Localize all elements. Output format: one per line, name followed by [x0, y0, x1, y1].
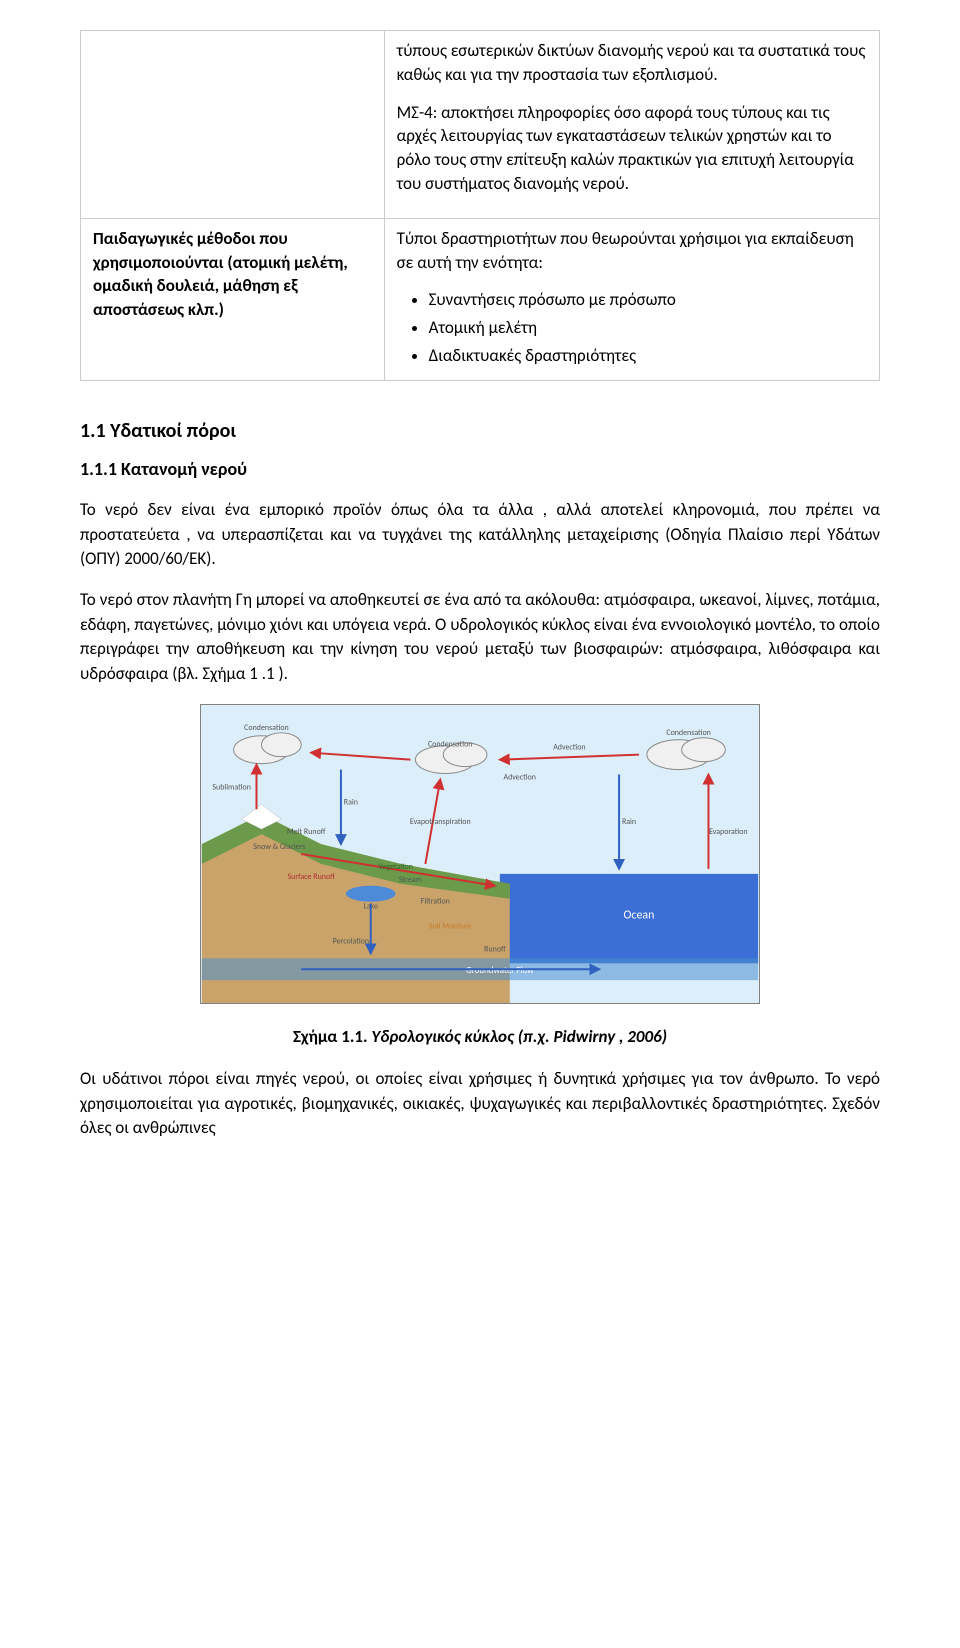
soil-label: Soil Moisture	[429, 922, 472, 932]
advection-label-2: Advection	[504, 773, 536, 783]
surface-runoff-label: Surface Runoff	[288, 872, 336, 882]
caption-rest: Υδρολογικός κύκλος (π.χ. Pidwirny , 2006…	[368, 1026, 667, 1047]
filtration-label: Filtration	[421, 897, 450, 907]
body-para-2: Το νερό στον πλανήτη Γη μπορεί να αποθηκ…	[80, 588, 880, 687]
advection-label-1: Advection	[553, 743, 585, 753]
lake	[346, 886, 396, 902]
rain-right-label: Rain	[622, 818, 636, 828]
melt-label: Melt Runoff	[287, 828, 326, 838]
vegetation-label: Vegetation	[378, 862, 413, 872]
body-para-1: Το νερό δεν είναι ένα εμπορικό προϊόν όπ…	[80, 498, 880, 572]
outcome-para-2: ΜΣ-4: αποκτήσει πληροφορίες όσο αφορά το…	[397, 101, 867, 196]
cell-left-empty	[81, 31, 385, 219]
ocean-label: Ocean	[624, 909, 655, 923]
rain-label: Rain	[344, 798, 358, 808]
methods-table: τύπους εσωτερικών δικτύων διανομής νερού…	[80, 30, 880, 381]
activities-list: Συναντήσεις πρόσωπο με πρόσωπο Ατομική μ…	[397, 288, 867, 367]
condensation-right-label: Condensation	[666, 728, 711, 738]
section-heading: 1.1 Υδατικοί πόροι	[80, 417, 880, 445]
table-row: τύπους εσωτερικών δικτύων διανομής νερού…	[81, 31, 880, 219]
subsection-heading: 1.1.1 Κατανομή νερού	[80, 457, 880, 482]
gw-label: Groundwater Flow	[466, 966, 534, 977]
cloud-right: Condensation	[647, 728, 725, 770]
cloud-left: Condensation	[234, 723, 302, 764]
list-item: Διαδικτυακές δραστηριότητες	[429, 344, 867, 368]
closing-para: Οι υδάτινοι πόροι είναι πηγές νερού, οι …	[80, 1067, 880, 1141]
cell-right-2: Τύποι δραστηριοτήτων που θεωρούνται χρήσ…	[384, 218, 879, 380]
list-item: Ατομική μελέτη	[429, 316, 867, 340]
caption-lead: Σχήμα 1.1.	[293, 1026, 368, 1047]
figure-wrap: Ocean Groundwater Flow Lake Condensation…	[80, 704, 880, 1011]
activities-intro: Τύποι δραστηριοτήτων που θεωρούνται χρήσ…	[397, 227, 867, 275]
stream-label: Stream	[399, 875, 422, 885]
list-item: Συναντήσεις πρόσωπο με πρόσωπο	[429, 288, 867, 312]
condensation-center-label: Condensation	[428, 740, 472, 750]
percolation-label: Percolation	[333, 937, 369, 947]
cell-right-1: τύπους εσωτερικών δικτύων διανομής νερού…	[384, 31, 879, 219]
snow-label: Snow & Glaciers	[253, 842, 305, 852]
figure-caption: Σχήμα 1.1. Υδρολογικός κύκλος (π.χ. Pidw…	[80, 1025, 880, 1049]
sublimation-label: Sublimation	[212, 783, 250, 793]
evaporation-label: Evaporation	[709, 828, 747, 838]
outcome-para-1: τύπους εσωτερικών δικτύων διανομής νερού…	[397, 39, 867, 87]
condensation-left-label: Condensation	[244, 723, 288, 733]
table-row: Παιδαγωγικές μέθοδοι που χρησιμοποιούντα…	[81, 218, 880, 380]
runoff-label: Runoff	[484, 945, 506, 955]
evapotrans-label: Evapotranspiration	[410, 818, 471, 828]
cell-left-methods: Παιδαγωγικές μέθοδοι που χρησιμοποιούντα…	[81, 218, 385, 380]
advection-arrow-2	[311, 753, 410, 760]
cloud-center: Condensation	[415, 740, 487, 774]
advection-arrow-1	[500, 755, 639, 760]
hydrological-cycle-diagram: Ocean Groundwater Flow Lake Condensation…	[200, 704, 760, 1004]
